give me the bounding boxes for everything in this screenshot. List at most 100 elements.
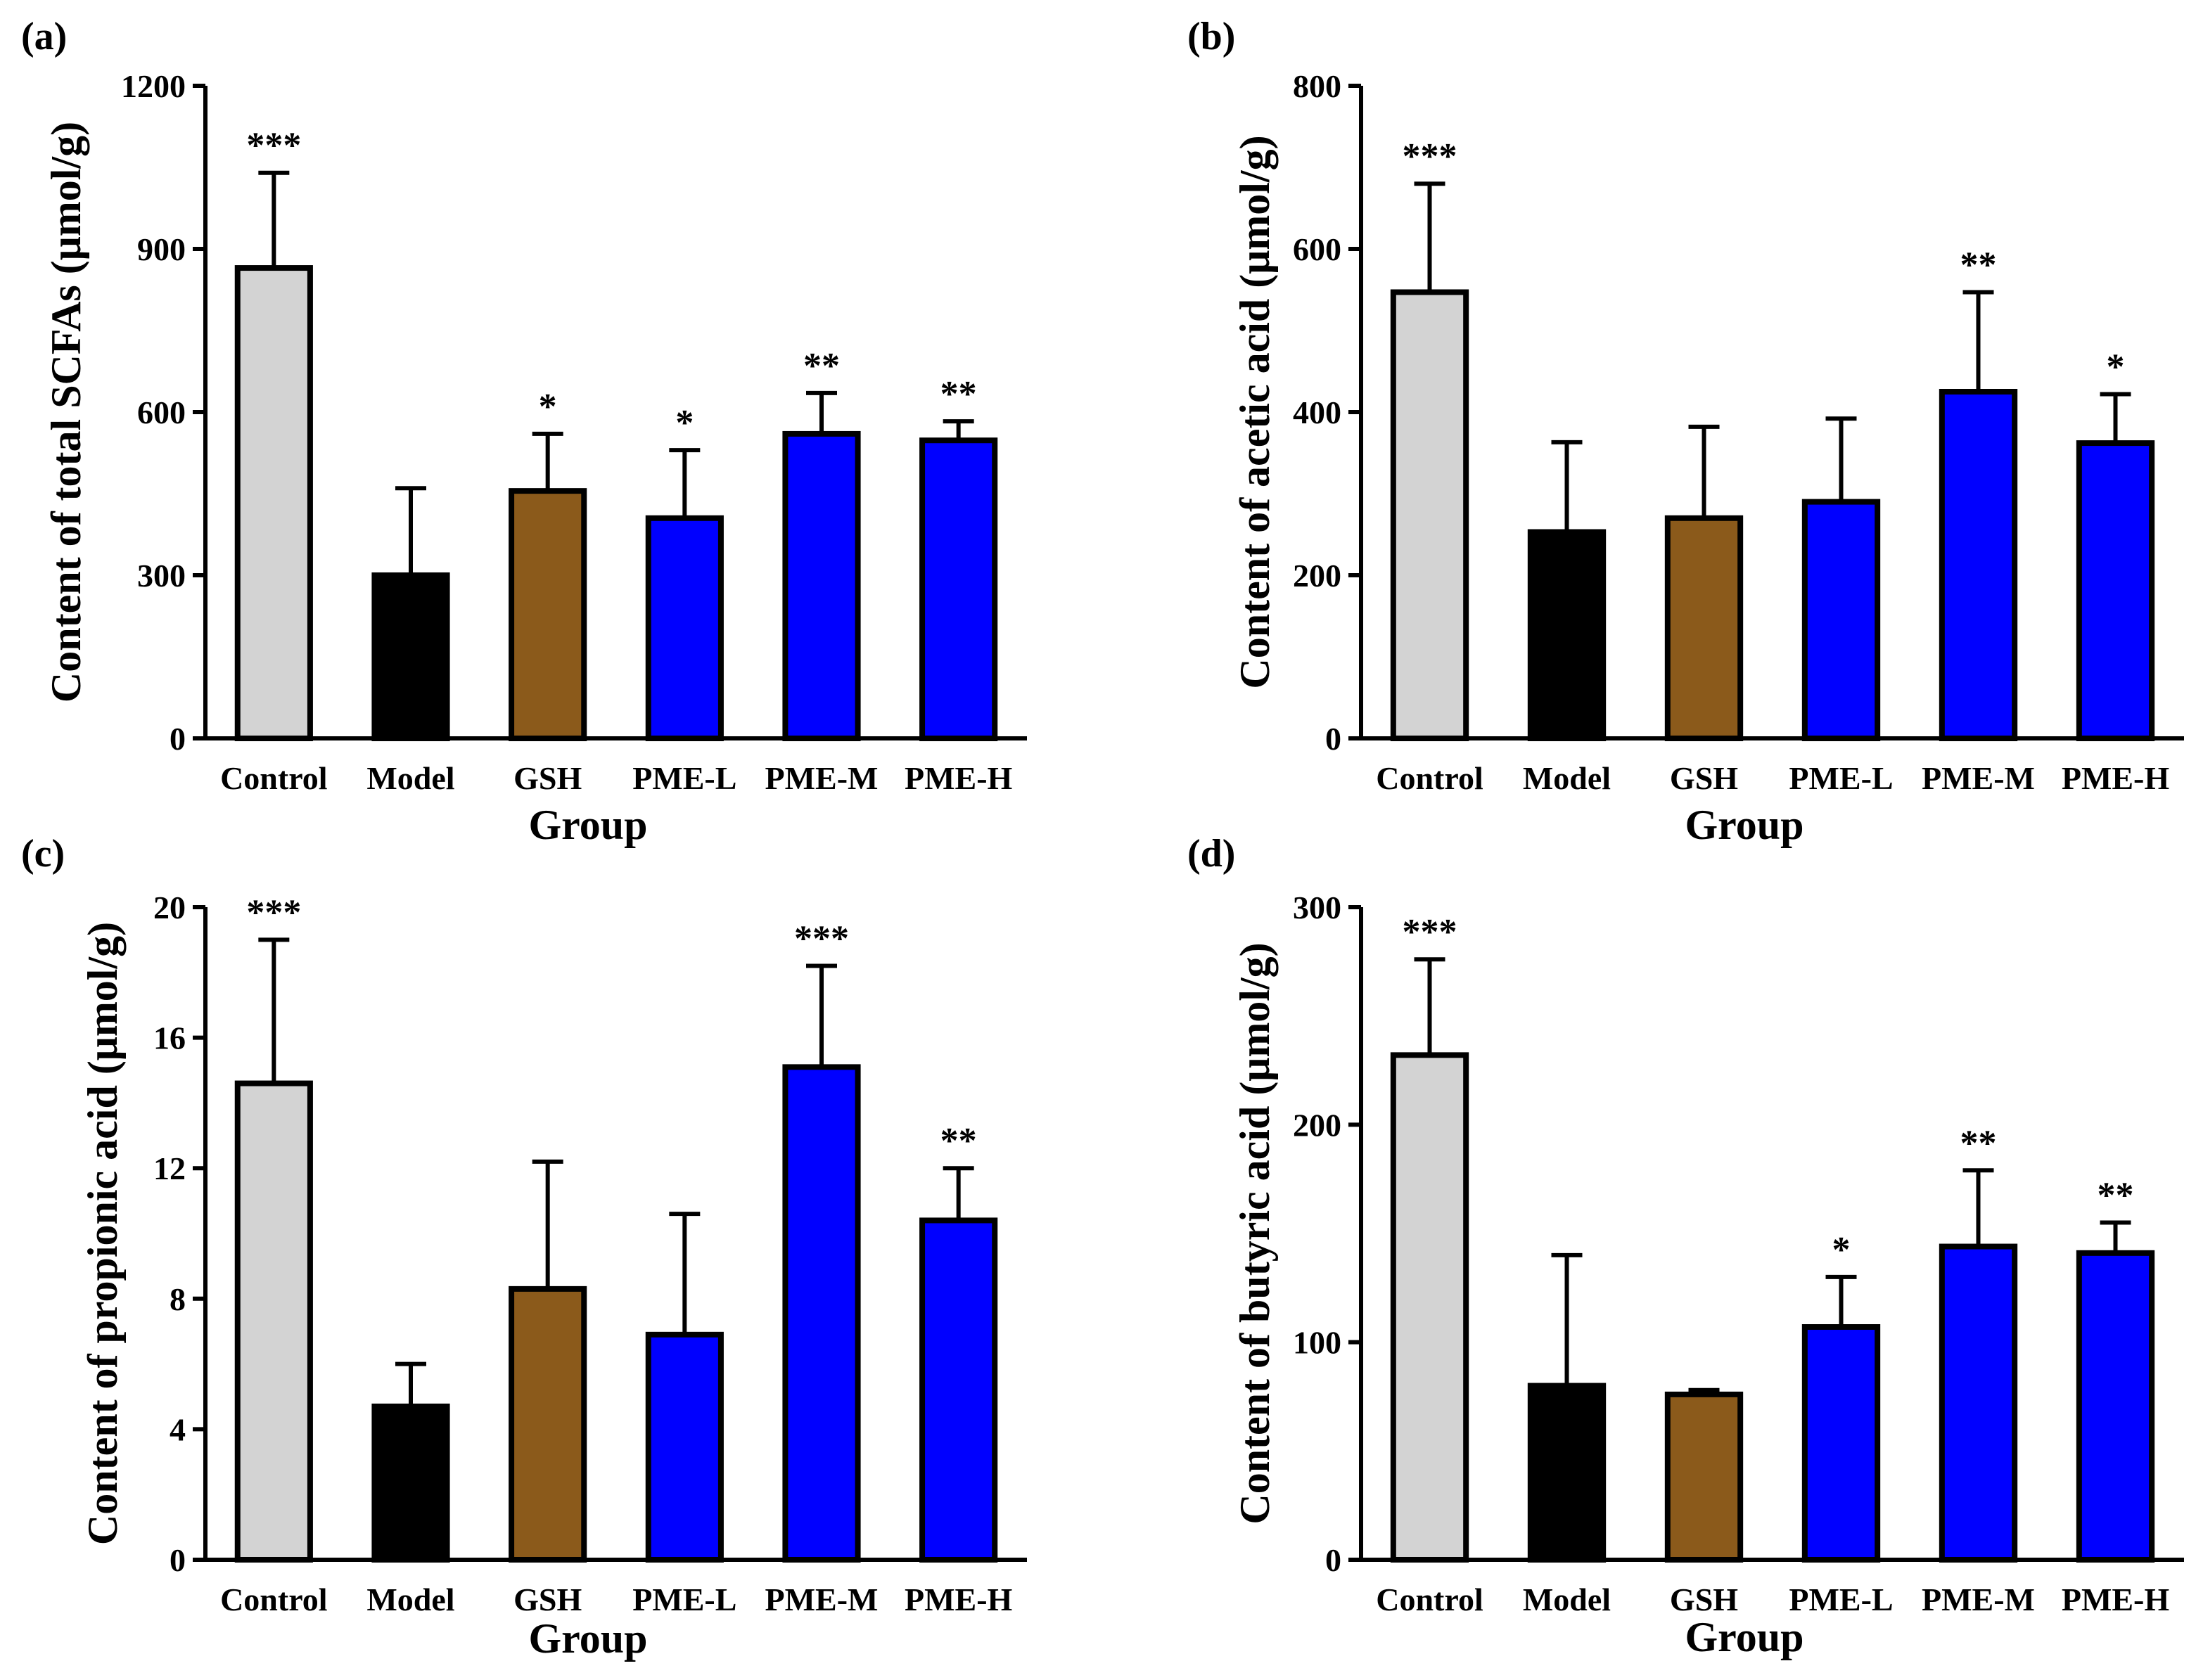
significance-label: * [539,387,557,427]
bar-pme-h [2076,1250,2155,1563]
x-tick-label: PME-H [2062,760,2170,796]
y-tick-label: 8 [170,1281,186,1317]
x-tick-label: Control [220,760,328,796]
chart-panel-a: (a) *** Control Model * GSH * PME-L ** PME-M ** PME… [21,15,1027,848]
x-tick-label: GSH [1670,760,1738,796]
significance-label: ** [940,374,977,414]
bar-model [371,572,450,741]
bar-pme-m [782,1064,861,1563]
bar-model [1527,1383,1607,1563]
significance-label: *** [1403,136,1457,177]
x-tick-label: PME-L [632,760,736,796]
y-tick-label: 900 [137,231,186,267]
y-tick-label: 4 [170,1411,186,1447]
x-tick-label: Control [220,1582,328,1617]
x-tick-label: Control [1376,760,1483,796]
x-tick-label: Control [1376,1582,1483,1617]
y-tick-label: 0 [170,721,186,757]
y-tick-label: 800 [1293,68,1341,104]
bar-control [234,265,313,742]
significance-label: * [675,403,694,443]
x-tick-label: GSH [513,760,582,796]
x-tick-label: PME-M [765,760,879,796]
y-tick-label: 200 [1293,1107,1341,1143]
significance-label: *** [1403,912,1457,952]
significance-label: * [1832,1230,1851,1270]
bar-control [234,1080,313,1563]
x-tick-label: Model [366,760,454,796]
significance-label: * [2107,347,2125,387]
y-axis-title: Content of butyric acid (μmol/g) [1232,942,1278,1524]
panel-label: (d) [1187,832,1235,876]
significance-label: ** [1960,1123,1997,1163]
significance-label: *** [794,919,849,959]
y-axis-title: Content of propionic acid (μmol/g) [79,922,126,1545]
bar-gsh [1664,1391,1744,1563]
x-tick-label: Model [1523,1582,1611,1617]
bar-control [1390,1052,1469,1563]
panel-label: (b) [1187,15,1235,58]
x-tick-label: PME-H [2062,1582,2170,1617]
x-axis-title: Group [1685,1614,1804,1660]
bar-pme-m [782,430,861,742]
x-axis-title: Group [529,802,648,848]
y-tick-label: 12 [153,1150,186,1186]
x-tick-label: GSH [513,1582,582,1617]
bar-pme-l [1801,499,1881,741]
y-tick-label: 0 [1325,1542,1341,1578]
y-tick-label: 0 [1325,721,1341,757]
bar-model [371,1403,450,1563]
bar-pme-l [645,1331,724,1563]
bar-pme-h [2076,440,2155,742]
y-tick-label: 400 [1293,395,1341,430]
chart-panel-c: (c) *** Control Model GSH PME-L *** PME-M ** PME-… [21,832,1027,1662]
y-tick-label: 600 [1293,231,1341,267]
significance-label: ** [2098,1176,2134,1216]
bar-pme-l [645,515,724,741]
bar-model [1527,529,1607,742]
bar-pme-m [1939,389,2018,741]
bar-pme-l [1801,1324,1881,1563]
x-tick-label: PME-L [1789,760,1893,796]
panels: (a)***Control Model*GSH*PME-L**PME-M**PME… [21,15,2184,1662]
y-tick-label: 20 [153,890,186,925]
bar-gsh [509,488,587,742]
x-tick-label: PME-L [1789,1582,1893,1617]
x-tick-label: PME-M [1922,760,2035,796]
x-tick-label: Model [1523,760,1611,796]
significance-label: ** [803,346,840,386]
y-tick-label: 0 [170,1542,186,1578]
x-axis-title: Group [1685,802,1804,848]
y-axis-title: Content of total SCFAs (μmol/g) [43,122,89,703]
y-tick-label: 16 [153,1020,186,1056]
significance-label: ** [1960,245,1997,285]
x-tick-label: PME-M [1922,1582,2035,1617]
bar-pme-m [1939,1243,2018,1563]
x-tick-label: PME-H [905,760,1013,796]
y-tick-label: 100 [1293,1325,1341,1361]
x-tick-label: Model [366,1582,454,1617]
x-tick-label: PME-H [905,1582,1013,1617]
x-tick-label: PME-M [765,1582,879,1617]
bar-gsh [509,1285,587,1563]
y-tick-label: 1200 [121,68,186,104]
bar-pme-h [919,437,998,741]
y-axis-title: Content of acetic acid (μmol/g) [1232,135,1278,688]
chart-panel-d: (d) *** Control Model GSH * PME-L ** PME-M ** PME-… [1187,832,2184,1660]
significance-label: *** [246,126,301,166]
x-tick-label: GSH [1670,1582,1738,1617]
y-tick-label: 200 [1293,558,1341,594]
x-axis-title: Group [529,1615,648,1662]
panel-label: (c) [21,832,65,876]
bar-pme-h [919,1217,998,1563]
significance-label: *** [246,892,301,932]
y-tick-label: 300 [1293,890,1341,925]
chart-panel-b: (b) *** Control Model GSH PME-L ** PME-M * PME-H 0… [1187,15,2184,848]
bar-gsh [1664,515,1744,741]
panel-label: (a) [21,15,67,58]
y-tick-label: 300 [137,558,186,594]
significance-label: ** [940,1121,977,1161]
bar-control [1390,289,1469,742]
y-tick-label: 600 [137,395,186,430]
